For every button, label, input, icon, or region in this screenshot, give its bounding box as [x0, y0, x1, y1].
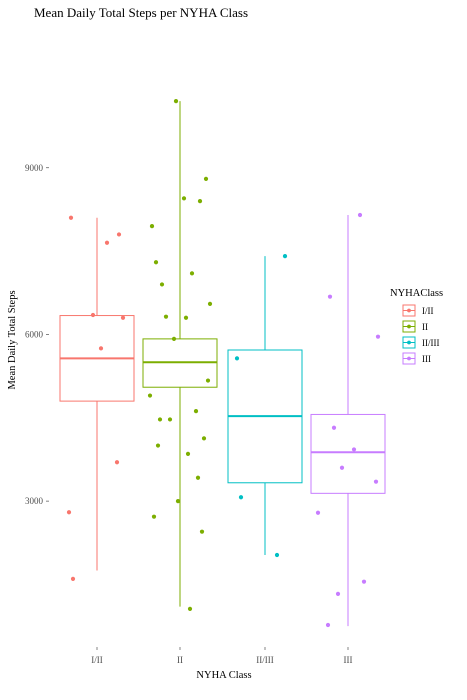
x-tick-label: I/II	[91, 655, 103, 665]
data-point	[195, 475, 201, 480]
data-point	[197, 199, 203, 204]
y-axis-title: Mean Daily Total Steps	[7, 290, 18, 389]
legend-item: I/II	[402, 304, 434, 317]
x-axis: I/II II II/III III	[91, 647, 353, 665]
data-point	[331, 425, 337, 430]
legend-label: III	[422, 354, 431, 364]
data-point	[163, 314, 169, 319]
x-tick-label: II/III	[256, 655, 274, 665]
data-point	[357, 212, 363, 218]
legend-item: III	[402, 352, 431, 365]
data-point	[171, 336, 177, 341]
box-group	[59, 215, 135, 581]
legend-label: I/II	[422, 306, 434, 316]
data-point	[175, 499, 181, 504]
x-axis-title: NYHA Class	[196, 670, 251, 681]
data-point	[70, 576, 76, 581]
data-point	[187, 606, 193, 611]
data-point	[173, 99, 179, 104]
data-point	[274, 552, 280, 558]
x-tick-label: III	[344, 655, 353, 665]
data-point	[203, 176, 209, 181]
data-point	[147, 393, 153, 398]
data-point	[315, 510, 321, 515]
data-point	[120, 315, 126, 320]
data-point	[207, 301, 213, 306]
data-point	[351, 447, 357, 452]
legend-key-point	[407, 340, 411, 345]
legend-key-point	[407, 308, 411, 313]
box-group	[142, 99, 218, 611]
data-point	[193, 409, 199, 414]
legend-title: NYHAClass	[390, 288, 443, 299]
y-tick-label: 9000	[25, 163, 44, 173]
data-point	[327, 294, 333, 299]
data-point	[185, 451, 191, 456]
data-point	[159, 282, 165, 287]
legend: NYHAClass I/II II II/III III	[390, 288, 443, 365]
legend-key-point	[407, 324, 411, 329]
data-point	[205, 378, 211, 383]
data-point	[181, 196, 187, 201]
data-point	[104, 240, 110, 245]
data-point	[98, 346, 104, 351]
data-point	[66, 510, 72, 515]
y-tick-label: 6000	[25, 329, 44, 339]
box-group	[310, 212, 386, 628]
data-point	[325, 622, 331, 628]
data-point	[155, 443, 161, 448]
box-iqr	[310, 413, 386, 494]
box-group	[227, 254, 303, 558]
data-point	[149, 224, 155, 229]
data-point	[335, 591, 341, 596]
data-point	[361, 579, 367, 584]
legend-item: II/III	[402, 336, 440, 349]
data-point	[375, 334, 381, 339]
plot-area	[59, 99, 386, 628]
data-point	[114, 460, 120, 465]
legend-key-point	[407, 356, 411, 361]
x-tick-label: II	[177, 655, 183, 665]
data-point	[282, 254, 288, 259]
y-axis: 3000 6000 9000	[25, 163, 49, 506]
data-point	[234, 356, 240, 361]
y-tick-label: 3000	[25, 496, 44, 506]
data-point	[339, 465, 345, 470]
data-point	[238, 495, 244, 500]
data-point	[201, 436, 207, 441]
legend-label: II/III	[422, 338, 440, 348]
data-point	[116, 232, 122, 237]
data-point	[151, 514, 157, 519]
data-point	[153, 260, 159, 265]
data-point	[68, 215, 74, 220]
data-point	[189, 271, 195, 276]
data-point	[183, 315, 189, 320]
data-point	[167, 417, 173, 422]
legend-item: II	[402, 320, 428, 333]
legend-label: II	[422, 322, 428, 332]
data-point	[90, 312, 96, 318]
data-point	[199, 529, 205, 534]
data-point	[373, 479, 379, 484]
chart-title: Mean Daily Total Steps per NYHA Class	[34, 5, 249, 20]
data-point	[157, 417, 163, 422]
